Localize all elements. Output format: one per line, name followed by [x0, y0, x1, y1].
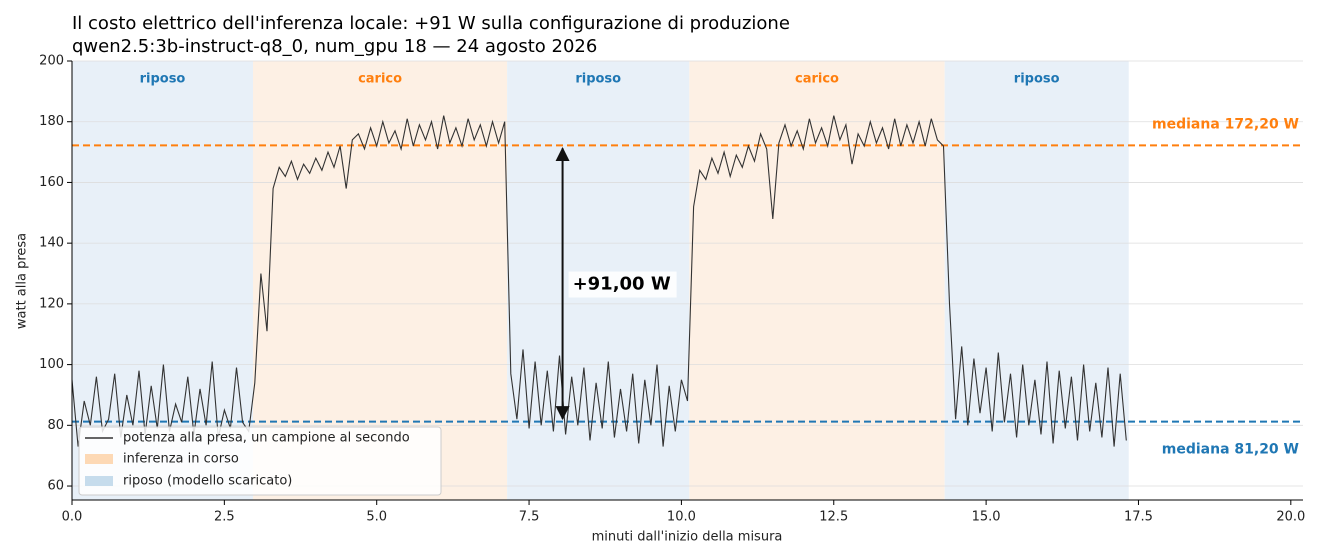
chart-subtitle: qwen2.5:3b-instruct-q8_0, num_gpu 18 — 2… [72, 36, 597, 57]
legend-label: potenza alla presa, un campione al secon… [123, 431, 410, 446]
y-tick-label: 200 [39, 54, 64, 69]
span-label: riposo [140, 72, 186, 87]
annotation-text: +91,00 W [573, 274, 671, 295]
y-tick-label: 80 [47, 418, 64, 433]
y-tick-label: 180 [39, 114, 64, 129]
legend-label: inferenza in corso [123, 452, 239, 467]
span-label: riposo [575, 72, 621, 87]
y-tick-label: 120 [39, 296, 64, 311]
x-tick-label: 12.5 [819, 510, 848, 525]
legend-patch [85, 476, 113, 486]
x-tick-label: 17.5 [1124, 510, 1153, 525]
annotation-box [568, 271, 677, 298]
median-label: mediana 172,20 W [1152, 116, 1299, 132]
y-axis-label: watt alla presa [15, 233, 30, 329]
span [689, 61, 945, 500]
span-label: carico [358, 72, 402, 87]
x-axis-label: minuti dall'inizio della misura [592, 530, 783, 545]
legend-label: riposo (modello scaricato) [123, 474, 292, 489]
x-tick-label: 7.5 [519, 510, 540, 525]
span-label: carico [795, 72, 839, 87]
span [944, 61, 1129, 500]
legend-box [78, 426, 442, 496]
x-tick-label: 0.0 [62, 510, 83, 525]
chart-title: Il costo elettrico dell'inferenza locale… [72, 13, 790, 34]
x-tick-label: 2.5 [214, 510, 235, 525]
legend-patch [85, 454, 113, 464]
x-tick-label: 5.0 [366, 510, 387, 525]
y-tick-label: 160 [39, 175, 64, 190]
y-tick-label: 60 [47, 479, 64, 494]
x-tick-label: 20.0 [1276, 510, 1305, 525]
x-tick-label: 10.0 [667, 510, 696, 525]
y-tick-label: 140 [39, 236, 64, 251]
span-label: riposo [1014, 72, 1060, 87]
median-label: mediana 81,20 W [1162, 442, 1299, 458]
y-tick-label: 100 [39, 357, 64, 372]
x-tick-label: 15.0 [972, 510, 1001, 525]
